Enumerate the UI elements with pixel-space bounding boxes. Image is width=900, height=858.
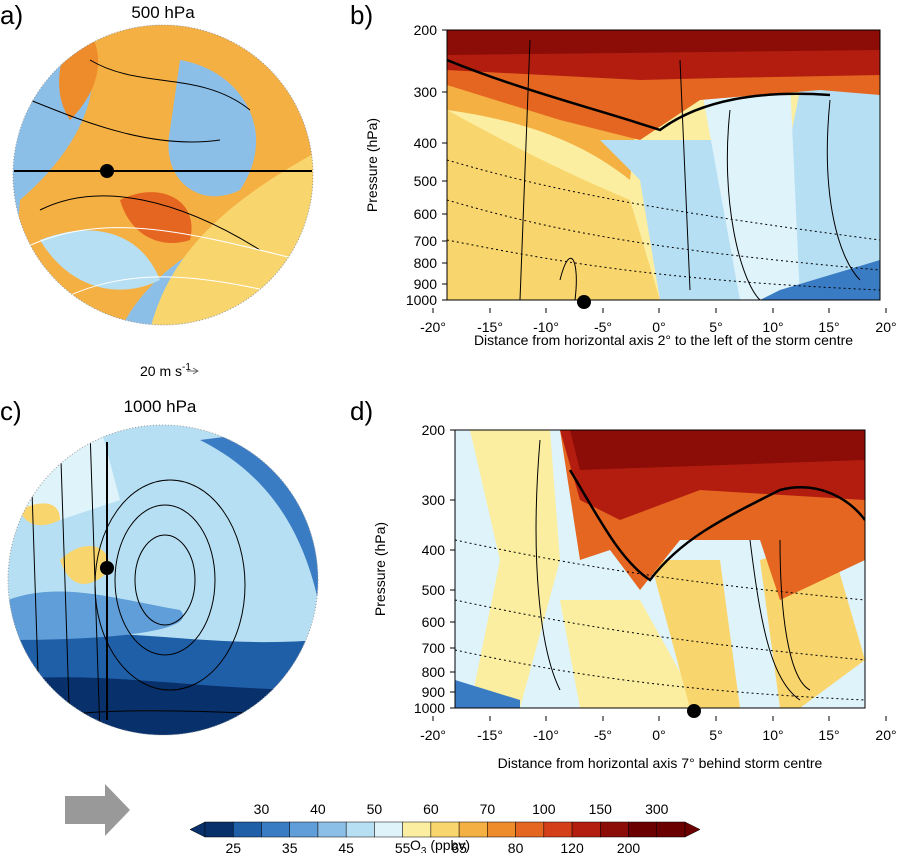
y-tick-label: 700 <box>422 640 446 656</box>
colorbar-swatch <box>289 821 319 838</box>
colorbar-swatch <box>232 821 262 838</box>
colorbar-label: 55 <box>395 840 411 853</box>
colorbar-label: 30 <box>254 801 270 817</box>
x-tick-label: -10° <box>533 727 559 743</box>
panel-label: c) <box>0 396 22 426</box>
colorbar-label: 300 <box>645 801 669 817</box>
x-axis-title: Distance from horizontal axis 7° behind … <box>498 755 823 771</box>
colorbar-end <box>684 821 701 838</box>
colorbar-label: 100 <box>532 801 556 817</box>
y-tick-label: 1000 <box>414 700 445 716</box>
wind-scale-exponent: -1 <box>182 362 191 373</box>
panel-title: 1000 hPa <box>124 397 197 416</box>
colorbar-label: 200 <box>617 840 641 853</box>
y-tick-label: 600 <box>414 206 438 222</box>
colorbar-swatch <box>487 821 516 838</box>
colorbar-swatch <box>204 821 234 838</box>
colorbar-swatch <box>656 821 686 838</box>
y-tick-label: 1000 <box>406 292 437 308</box>
x-tick-label: -15° <box>477 727 503 743</box>
x-tick-label: -15° <box>477 319 503 335</box>
colorbar-label: 35 <box>282 840 298 853</box>
x-tick-label: 5° <box>709 727 722 743</box>
wind-scale: 20 m s-1 <box>140 362 191 379</box>
x-tick-label: -10° <box>533 319 559 335</box>
colorbar-label: 120 <box>560 840 584 853</box>
panel-label: d) <box>350 396 373 426</box>
colorbar-swatch <box>317 821 347 838</box>
y-tick-label: 300 <box>422 492 446 508</box>
colorbar-title: O3 (ppbv) <box>410 837 470 853</box>
direction-arrow <box>65 784 130 836</box>
cross-section-b <box>447 30 880 300</box>
y-tick-label: 700 <box>414 233 438 249</box>
colorbar-title-main: O <box>410 837 421 853</box>
colorbar-label: 40 <box>310 801 326 817</box>
y-tick-label: 200 <box>422 422 446 438</box>
colorbar-swatch <box>600 821 629 838</box>
x-tick-label: 0° <box>652 319 665 335</box>
y-tick-label: 500 <box>422 582 446 598</box>
y-tick-label: 800 <box>414 255 438 271</box>
x-tick-label: 15° <box>818 727 839 743</box>
colorbar-label: 70 <box>480 801 496 817</box>
cross-section-d <box>455 430 865 708</box>
x-tick-label: -5° <box>594 727 612 743</box>
y-tick-label: 200 <box>414 22 438 38</box>
x-tick-label: 15° <box>818 319 839 335</box>
x-tick-label: 20° <box>875 727 896 743</box>
y-axis-title: Pressure (hPa) <box>364 118 380 212</box>
map-1000hpa <box>8 425 318 735</box>
colorbar-title-unit: (ppbv) <box>426 837 470 853</box>
map-500hpa <box>13 25 313 325</box>
x-tick-label: 10° <box>762 727 783 743</box>
colorbar-swatch <box>345 821 375 838</box>
y-tick-label: 600 <box>422 614 446 630</box>
colorbar-swatch <box>628 821 658 838</box>
x-tick-label: -20° <box>420 727 446 743</box>
colorbar-swatch <box>571 821 601 838</box>
colorbar-title-subscript: 3 <box>421 846 427 853</box>
colorbar-label: 25 <box>225 840 241 853</box>
panel-label: b) <box>350 0 373 30</box>
colorbar-label: 150 <box>589 801 613 817</box>
y-tick-label: 900 <box>414 276 438 292</box>
colorbar-swatch <box>543 821 573 838</box>
x-tick-label: -5° <box>594 319 612 335</box>
panel-title: 500 hPa <box>131 3 195 22</box>
colorbar-swatch <box>458 821 488 838</box>
x-tick-label: 5° <box>709 319 722 335</box>
colorbar-label: 60 <box>423 801 439 817</box>
colorbar-label: 65 <box>451 840 467 853</box>
colorbar-swatch <box>261 821 290 838</box>
x-axis-title: Distance from horizontal axis 2° to the … <box>474 332 853 348</box>
colorbar-end <box>189 821 206 838</box>
x-tick-label: 10° <box>762 319 783 335</box>
y-tick-label: 900 <box>422 684 446 700</box>
y-tick-label: 500 <box>414 173 438 189</box>
wind-scale-text: 20 m s <box>140 363 182 379</box>
x-tick-label: 20° <box>875 319 896 335</box>
panel-label: a) <box>0 0 23 30</box>
colorbar-label: 50 <box>367 801 383 817</box>
y-tick-label: 400 <box>422 542 446 558</box>
colorbar-swatch <box>374 821 403 838</box>
colorbar-swatch <box>430 821 460 838</box>
x-tick-label: -20° <box>420 319 446 335</box>
x-tick-label: 0° <box>652 727 665 743</box>
y-tick-label: 400 <box>414 135 438 151</box>
colorbar-label: 45 <box>338 840 354 853</box>
y-axis-title: Pressure (hPa) <box>372 522 388 616</box>
y-tick-label: 800 <box>422 664 446 680</box>
colorbar-swatch <box>515 821 545 838</box>
colorbar-label: 80 <box>508 840 524 853</box>
colorbar-swatch <box>402 821 432 838</box>
y-tick-label: 300 <box>414 84 438 100</box>
